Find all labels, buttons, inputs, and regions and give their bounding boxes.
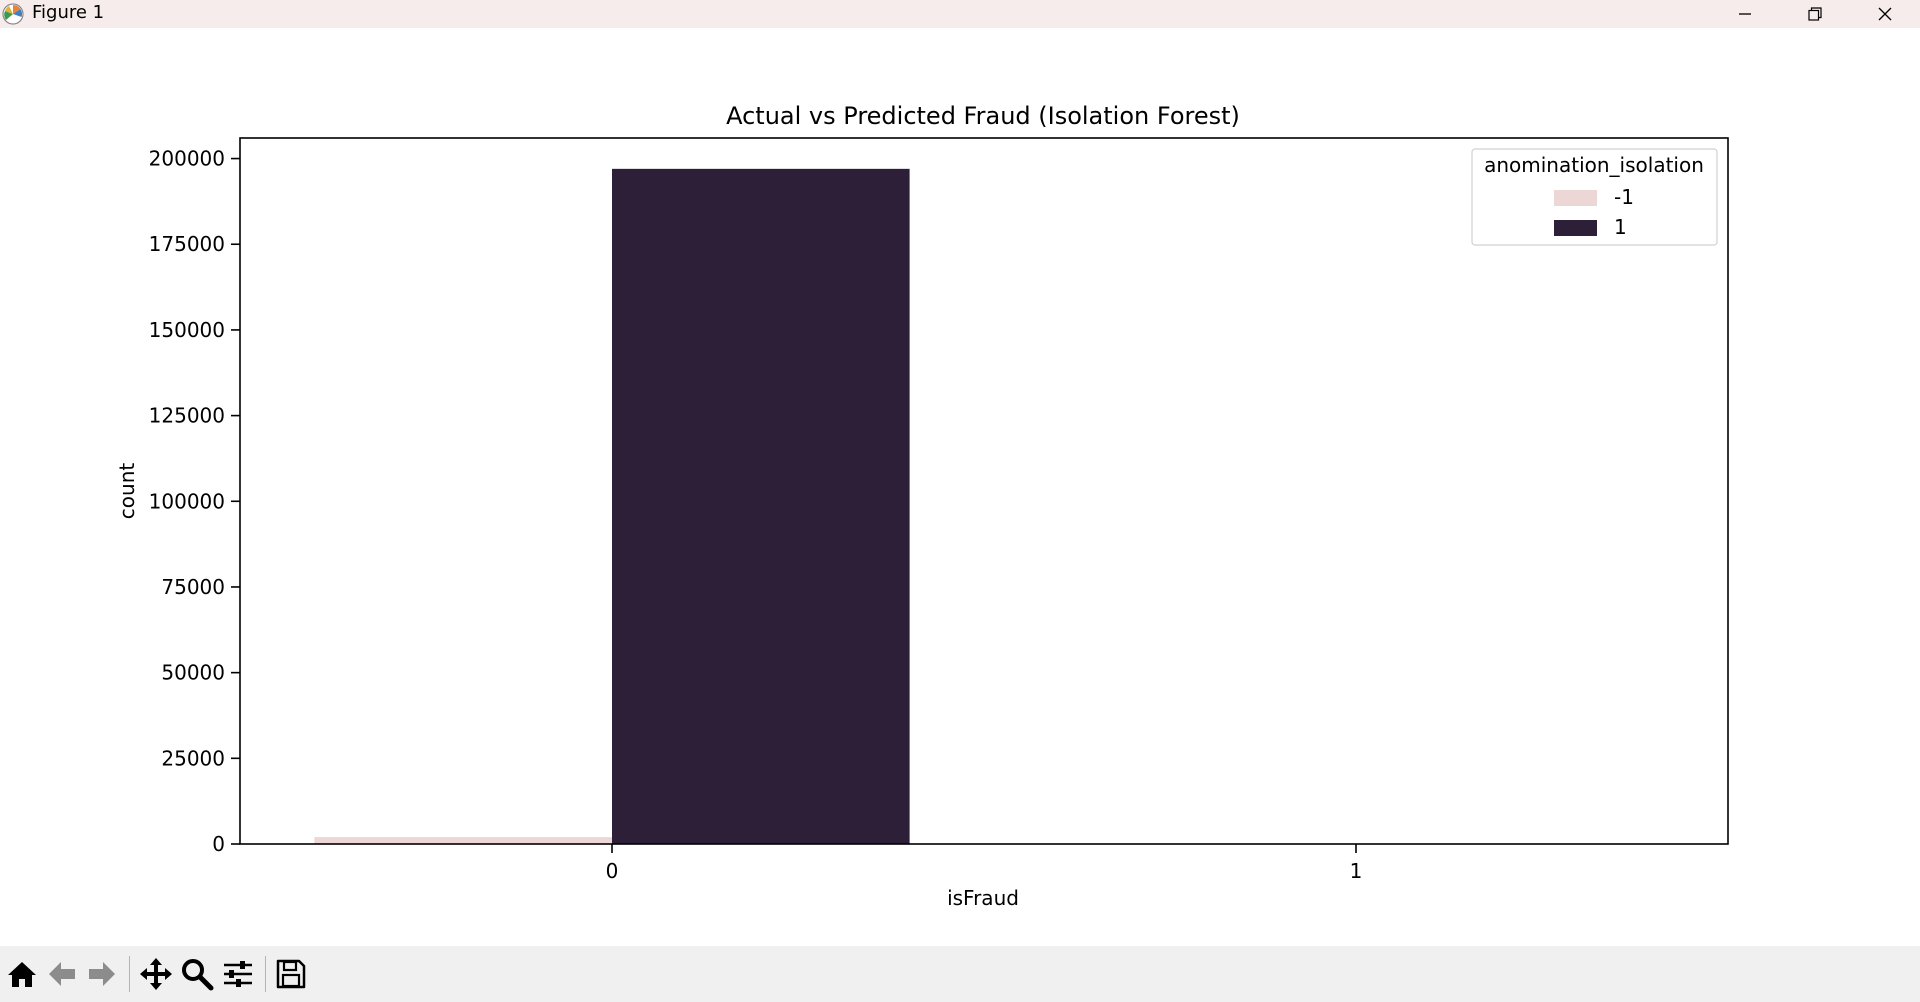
toolbar-separator (265, 956, 266, 992)
legend: anomination_isolation -1 1 (1471, 148, 1718, 246)
close-button[interactable] (1850, 0, 1920, 28)
legend-swatch-neg1 (1554, 190, 1597, 206)
y-tick-label: 125000 (149, 404, 225, 428)
bar-series-0-cat-0 (314, 837, 612, 844)
legend-label-neg1: -1 (1614, 185, 1634, 209)
home-button[interactable] (2, 954, 42, 994)
move-icon (140, 958, 172, 990)
y-tick-label: 75000 (161, 575, 225, 599)
legend-title: anomination_isolation (1484, 153, 1704, 177)
figure-canvas[interactable]: Actual vs Predicted Fraud (Isolation For… (0, 28, 1920, 946)
chart-title: Actual vs Predicted Fraud (Isolation For… (726, 102, 1240, 130)
navigation-toolbar (0, 946, 1920, 1002)
matplotlib-logo-icon (2, 3, 24, 25)
maximize-button[interactable] (1780, 0, 1850, 28)
pan-button[interactable] (136, 954, 176, 994)
x-axis-label: isFraud (947, 886, 1019, 910)
x-tick-label: 1 (1350, 859, 1363, 883)
back-button[interactable] (42, 954, 82, 994)
close-icon (1878, 7, 1892, 21)
arrow-left-icon (49, 962, 75, 986)
toolbar-separator (129, 956, 130, 992)
x-tick-label: 0 (606, 859, 619, 883)
arrow-right-icon (89, 962, 115, 986)
y-tick-label: 150000 (149, 318, 225, 342)
legend-label-1: 1 (1614, 215, 1627, 239)
magnifier-icon (182, 959, 214, 991)
window-titlebar: Figure 1 (0, 0, 1920, 28)
y-axis-label: count (115, 463, 139, 520)
home-icon (8, 962, 36, 987)
plot-frame (239, 137, 1729, 845)
floppy-disk-icon (276, 959, 306, 989)
y-tick-label: 200000 (149, 147, 225, 171)
y-tick-label: 50000 (161, 661, 225, 685)
y-tick-label: 100000 (149, 489, 225, 513)
minimize-icon (1739, 13, 1751, 15)
restore-icon (1808, 7, 1822, 21)
window-title: Figure 1 (32, 2, 105, 23)
sliders-icon (224, 961, 252, 987)
minimize-button[interactable] (1710, 0, 1780, 28)
save-button[interactable] (271, 954, 311, 994)
y-tick-label: 0 (212, 832, 225, 856)
configure-subplots-button[interactable] (218, 954, 258, 994)
forward-button[interactable] (82, 954, 122, 994)
y-tick-label: 175000 (149, 232, 225, 256)
bar-series-1-cat-0 (612, 168, 910, 844)
zoom-button[interactable] (177, 954, 217, 994)
bar-chart: Actual vs Predicted Fraud (Isolation For… (115, 102, 1729, 910)
legend-swatch-1 (1554, 220, 1597, 236)
y-tick-label: 25000 (161, 746, 225, 770)
